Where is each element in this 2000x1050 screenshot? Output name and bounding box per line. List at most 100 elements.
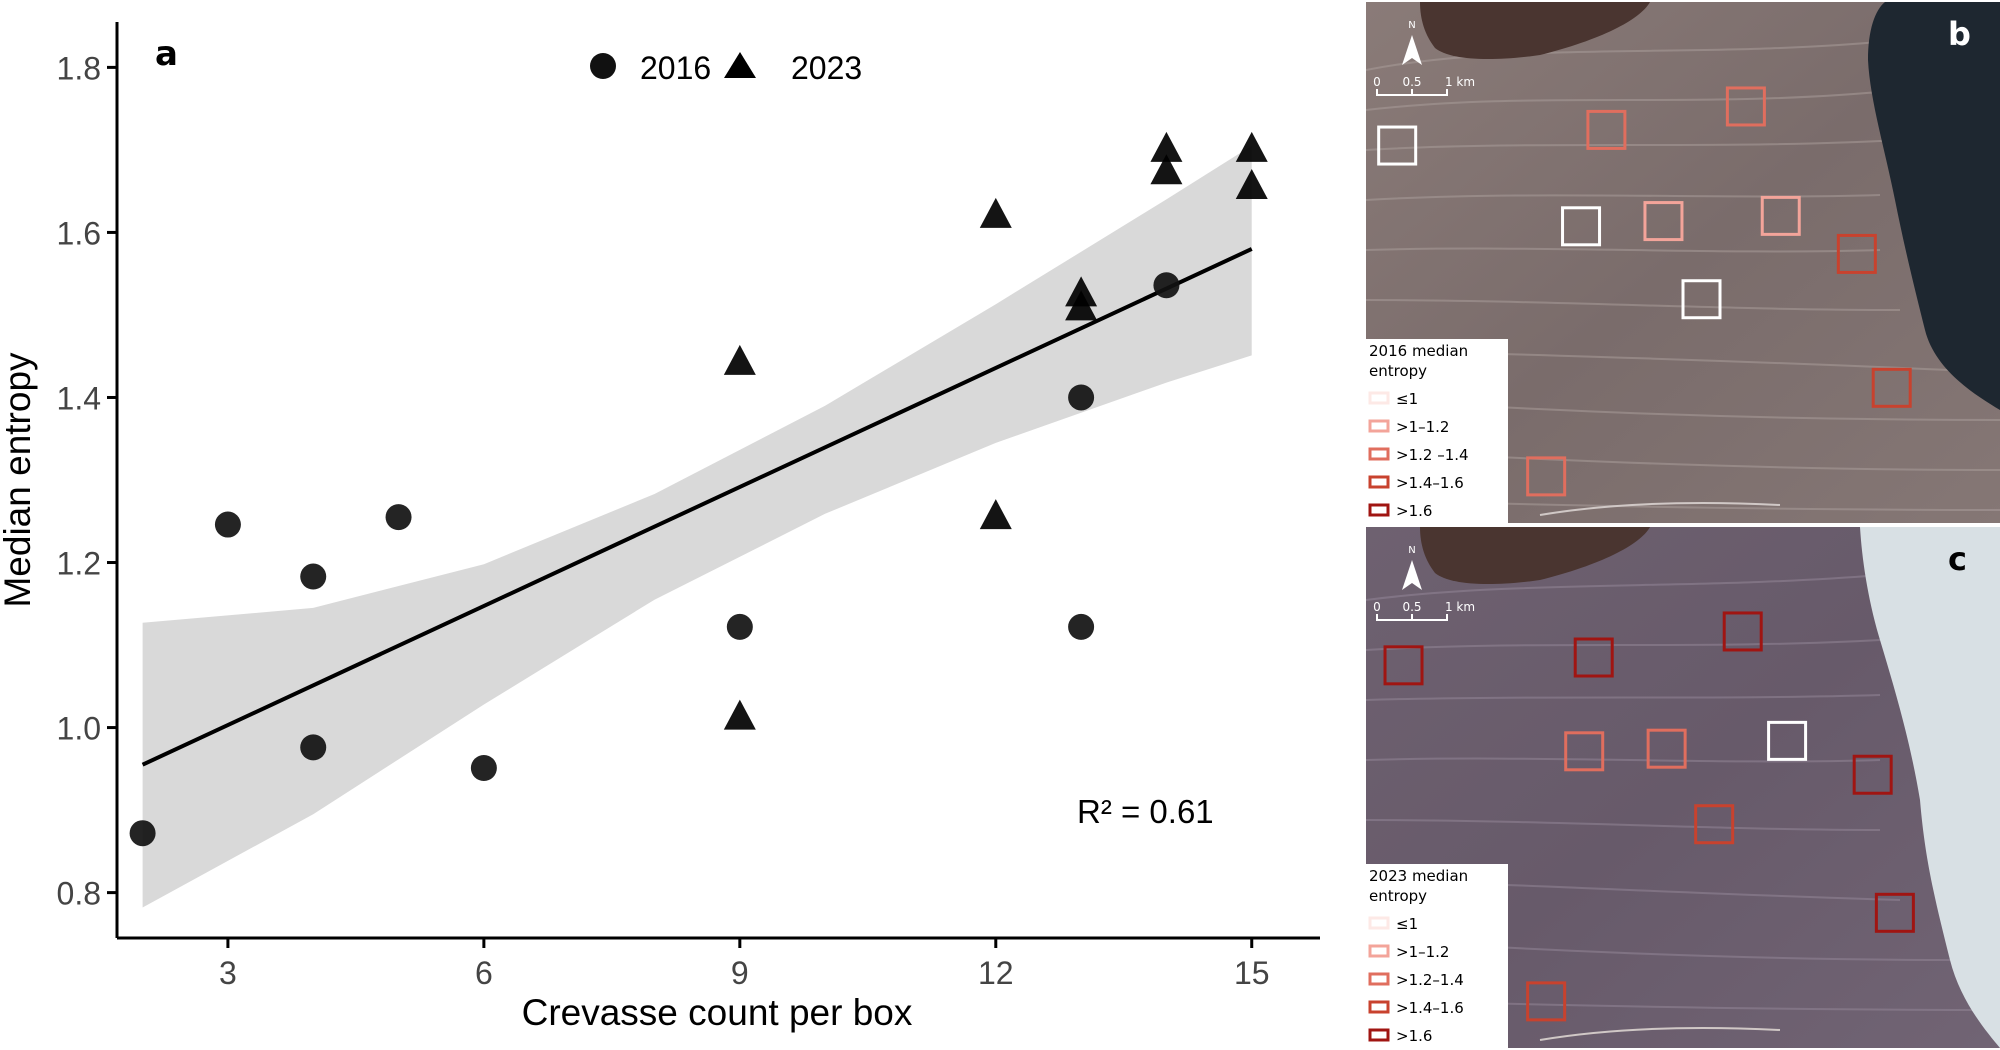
legend-swatch (1368, 1000, 1390, 1014)
legend-swatch (1368, 916, 1390, 930)
sample-box (1871, 367, 1912, 408)
flow-streaks (1366, 39, 2000, 511)
sample-box (1377, 125, 1418, 166)
scale-tick-0: 0 (1373, 600, 1381, 614)
sample-box (1573, 637, 1614, 678)
point-2016 (385, 504, 412, 531)
x-tick-label: 9 (731, 955, 749, 991)
legend-title-line2: entropy (1369, 362, 1427, 380)
legend-swatch (1368, 391, 1390, 405)
point-2016 (300, 734, 327, 761)
point-2023 (723, 699, 756, 730)
x-axis-ticks: 3 6 9 12 15 (219, 938, 1270, 991)
point-2023 (1235, 131, 1268, 162)
legend-item-label: >1–1.2 (1396, 943, 1449, 961)
point-2016 (1068, 613, 1095, 640)
legend-swatch (1368, 419, 1390, 433)
sample-boxes-2016 (1377, 86, 1912, 497)
confidence-ribbon (142, 145, 1252, 908)
land-island (1420, 527, 1650, 585)
legend-swatch (1368, 972, 1390, 986)
regression-line (141, 247, 1253, 767)
x-tick-label: 15 (1234, 955, 1270, 991)
sample-box (1767, 720, 1808, 761)
scale-tick-km: 1 km (1445, 75, 1475, 89)
point-2023 (1065, 290, 1098, 321)
land-island (1420, 2, 1650, 60)
legend-title-line1: 2023 median (1369, 867, 1468, 885)
glacier-margin-line (1539, 1027, 1781, 1041)
north-arrow-icon (1402, 35, 1422, 65)
scale-bar: N 0 0.5 1 km (1373, 20, 1475, 96)
chart-legend: 2016 2023 (590, 50, 862, 86)
point-2023 (723, 344, 756, 375)
sample-box (1383, 645, 1424, 686)
x-tick-label: 12 (978, 955, 1014, 991)
scale-tick-km: 1 km (1445, 600, 1475, 614)
panel-label-a: a (155, 34, 178, 74)
point-2016 (214, 511, 241, 538)
legend-swatch (1368, 503, 1390, 517)
scatter-chart: 0.8 1.0 1.2 1.4 1.6 1.8 3 6 9 12 15 a 2016 2023 R… (0, 22, 1320, 1033)
point-2016 (1153, 272, 1180, 299)
legend-triangle-marker (724, 52, 756, 78)
legend-title-line1: 2016 median (1369, 342, 1468, 360)
x-tick-label: 3 (219, 955, 237, 991)
point-2016 (300, 563, 327, 590)
panel-label-b: b (1948, 15, 1971, 53)
legend-item-label: >1.4–1.6 (1396, 474, 1464, 492)
scale-tick-0: 0 (1373, 75, 1381, 89)
map-legend-2016: 2016 median entropy ≤1 >1–1.2 >1.2 –1.4 >1.… (1366, 339, 1508, 523)
scale-tick-half: 0.5 (1402, 75, 1421, 89)
point-2023 (1150, 154, 1183, 185)
sample-box (1725, 86, 1766, 127)
legend-circle-marker (590, 53, 616, 79)
sample-box (1760, 195, 1801, 236)
legend-label-2016: 2016 (640, 50, 711, 86)
sample-box (1694, 804, 1735, 845)
sample-box (1643, 201, 1684, 242)
data-points (129, 131, 1268, 847)
y-tick-label: 1.0 (57, 711, 101, 747)
sample-box (1646, 728, 1687, 769)
panel-label-c: c (1948, 540, 1967, 578)
point-2023 (1235, 169, 1268, 200)
legend-swatch (1368, 475, 1390, 489)
scale-bar: N 0 0.5 1 km (1373, 545, 1475, 621)
point-2023 (1150, 131, 1183, 162)
legend-label-2023: 2023 (791, 50, 862, 86)
y-tick-label: 0.8 (57, 876, 101, 912)
map-panel-2023: N 0 0.5 1 km c 2023 median entropy ≤1 >1–… (1366, 527, 2000, 1048)
sample-box (1526, 981, 1567, 1022)
r-squared-annotation: R² = 0.61 (1077, 793, 1214, 830)
y-tick-label: 1.4 (57, 380, 101, 416)
sample-boxes-2023 (1383, 611, 1915, 1022)
sample-box (1722, 611, 1763, 652)
x-axis-title: Crevasse count per box (522, 992, 913, 1033)
y-axis-ticks: 0.8 1.0 1.2 1.4 1.6 1.8 (57, 50, 117, 912)
north-arrow-icon (1402, 560, 1422, 590)
point-2016 (129, 820, 156, 847)
y-tick-label: 1.6 (57, 215, 101, 251)
legend-item-label: >1.2–1.4 (1396, 971, 1464, 989)
point-2023 (979, 499, 1012, 530)
sample-box (1561, 206, 1602, 247)
y-tick-label: 1.8 (57, 50, 101, 86)
point-2016 (470, 755, 497, 782)
point-2023 (979, 197, 1012, 228)
legend-item-label: ≤1 (1396, 390, 1418, 408)
sample-box (1564, 731, 1605, 772)
x-tick-label: 6 (475, 955, 493, 991)
sample-box (1852, 754, 1893, 795)
ice-melange (1860, 527, 2000, 1048)
legend-item-label: >1.6 (1396, 1027, 1432, 1045)
north-label: N (1408, 545, 1415, 556)
legend-item-label: >1.2 –1.4 (1396, 446, 1469, 464)
north-label: N (1408, 20, 1415, 31)
point-2016 (726, 613, 753, 640)
legend-item-label: >1.6 (1396, 502, 1432, 520)
scale-tick-half: 0.5 (1402, 600, 1421, 614)
y-tick-label: 1.2 (57, 546, 101, 582)
sample-box (1586, 109, 1627, 150)
